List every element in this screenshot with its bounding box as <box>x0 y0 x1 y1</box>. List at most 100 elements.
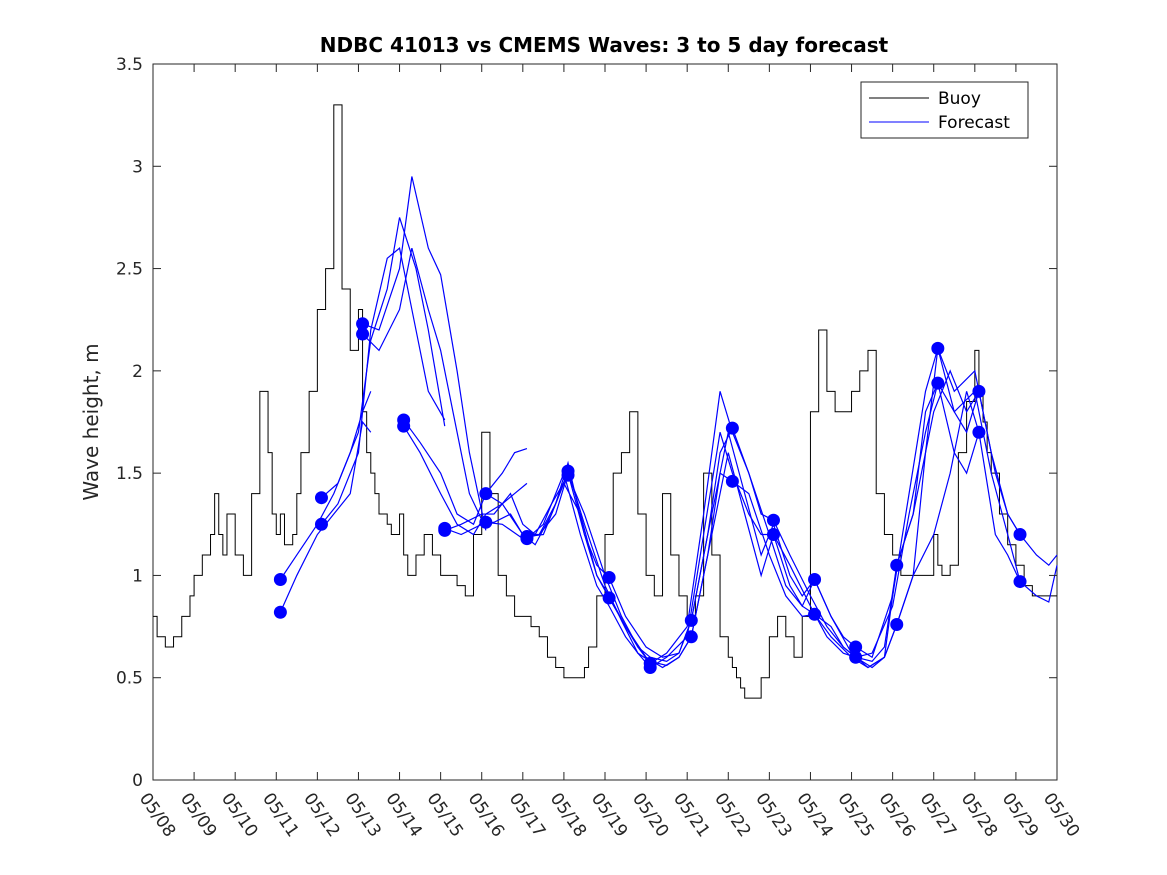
x-tick-label: 05/12 <box>299 789 343 841</box>
forecast-start-marker <box>766 528 780 542</box>
forecast-line-11 <box>485 470 610 578</box>
forecast-start-marker <box>972 425 986 439</box>
forecast-line-6 <box>362 247 487 529</box>
forecast-start-marker <box>314 491 328 505</box>
x-tick-label: 05/15 <box>423 789 467 841</box>
x-tick-label: 05/30 <box>1039 789 1083 841</box>
x-tick-label: 05/23 <box>751 789 795 841</box>
y-tick-label: 0.5 <box>116 669 143 689</box>
buoy-line <box>153 104 1057 699</box>
forecast-line-21 <box>690 432 816 621</box>
forecast-start-marker <box>1013 575 1027 589</box>
x-tick-label: 05/17 <box>505 789 549 841</box>
forecast-start-marker <box>1013 528 1027 542</box>
forecast-line-28 <box>814 382 939 669</box>
forecast-start-marker <box>602 570 616 584</box>
forecast-start-marker <box>602 591 616 605</box>
x-tick-label: 05/20 <box>628 789 672 841</box>
axes-box <box>152 63 1058 781</box>
forecast-start-marker <box>479 487 493 501</box>
forecast-start-marker <box>766 513 780 527</box>
legend-buoy-label: Buoy <box>938 89 981 109</box>
legend-forecast-label: Forecast <box>938 113 1010 133</box>
forecast-line-5 <box>362 176 487 531</box>
forecast-line-19 <box>649 391 774 664</box>
y-tick-label: 2 <box>132 362 143 382</box>
x-tick-label: 05/08 <box>135 789 179 841</box>
forecast-line-22 <box>690 452 815 637</box>
x-tick-label: 05/27 <box>916 789 960 841</box>
forecast-start-marker <box>643 660 657 674</box>
x-tick-label: 05/25 <box>833 789 877 841</box>
y-tick-label: 3 <box>132 157 143 177</box>
forecast-layer <box>279 176 1058 669</box>
x-tick-label: 05/16 <box>464 789 508 841</box>
x-tick-label: 05/11 <box>258 789 302 841</box>
forecast-line-33 <box>937 348 1058 567</box>
forecast-start-marker <box>273 605 287 619</box>
forecast-line-8 <box>403 425 528 536</box>
forecast-start-marker <box>684 613 698 627</box>
x-tick-label: 05/14 <box>381 789 425 841</box>
x-tick-label: 05/09 <box>176 789 220 841</box>
y-tick-label: 0 <box>132 771 143 791</box>
forecast-start-marker <box>438 521 452 535</box>
x-tick-label: 05/18 <box>546 789 590 841</box>
buoy-layer <box>153 104 1057 699</box>
forecast-start-marker <box>684 630 698 644</box>
forecast-start-marker <box>520 532 534 546</box>
y-axis: 0 0.5 1 1.5 2 2.5 3 3.5 <box>116 55 1057 791</box>
x-tick-label: 05/22 <box>710 789 754 841</box>
forecast-start-marker <box>931 376 945 390</box>
forecast-line-15 <box>567 474 692 662</box>
marker-layer <box>273 317 1027 674</box>
legend-box <box>860 81 1029 139</box>
forecast-line-25 <box>772 519 898 663</box>
forecast-line-34 <box>937 382 1058 603</box>
forecast-line-32 <box>896 391 1021 625</box>
forecast-line-24 <box>732 480 857 658</box>
forecast-start-marker <box>725 421 739 435</box>
x-tick-label: 05/19 <box>587 789 631 841</box>
forecast-line-30 <box>855 382 980 658</box>
y-tick-label: 3.5 <box>116 55 143 75</box>
forecast-start-marker <box>890 558 904 572</box>
y-tick-label: 1.5 <box>116 464 143 484</box>
forecast-line-4 <box>321 217 446 499</box>
forecast-start-marker <box>890 618 904 632</box>
x-tick-label: 05/24 <box>792 789 836 841</box>
forecast-start-marker <box>808 607 822 621</box>
forecast-start-marker <box>849 650 863 664</box>
forecast-start-marker <box>972 384 986 398</box>
forecast-line-17 <box>608 427 733 658</box>
forecast-start-marker <box>397 419 411 433</box>
forecast-line-20 <box>649 432 774 668</box>
forecast-line-1 <box>279 420 372 613</box>
x-tick-label: 05/21 <box>669 789 713 841</box>
forecast-start-marker <box>849 640 863 654</box>
forecast-line-18 <box>608 472 733 669</box>
forecast-start-marker <box>314 517 328 531</box>
chart-title: NDBC 41013 vs CMEMS Waves: 3 to 5 day fo… <box>320 33 889 57</box>
forecast-start-marker <box>808 573 822 587</box>
x-tick-label: 05/10 <box>217 789 261 841</box>
forecast-start-marker <box>356 317 370 331</box>
y-tick-label: 1 <box>132 566 143 586</box>
x-tick-label: 05/13 <box>340 789 384 841</box>
y-axis-label: Wave height, m <box>79 343 103 500</box>
forecast-start-marker <box>561 464 575 478</box>
x-tick-label: 05/28 <box>957 789 1001 841</box>
forecast-line-9 <box>444 474 569 536</box>
x-tick-label: 05/26 <box>875 789 919 841</box>
forecast-line-26 <box>772 534 898 669</box>
forecast-start-marker <box>931 341 945 355</box>
forecast-line-7 <box>403 419 528 526</box>
forecast-start-marker <box>479 515 493 529</box>
forecast-start-marker <box>725 474 739 488</box>
legend: Buoy Forecast <box>860 81 1029 139</box>
x-tick-label: 05/29 <box>998 789 1042 841</box>
y-tick-label: 2.5 <box>116 260 143 280</box>
forecast-line-14 <box>526 471 651 668</box>
forecast-line-10 <box>444 470 569 546</box>
